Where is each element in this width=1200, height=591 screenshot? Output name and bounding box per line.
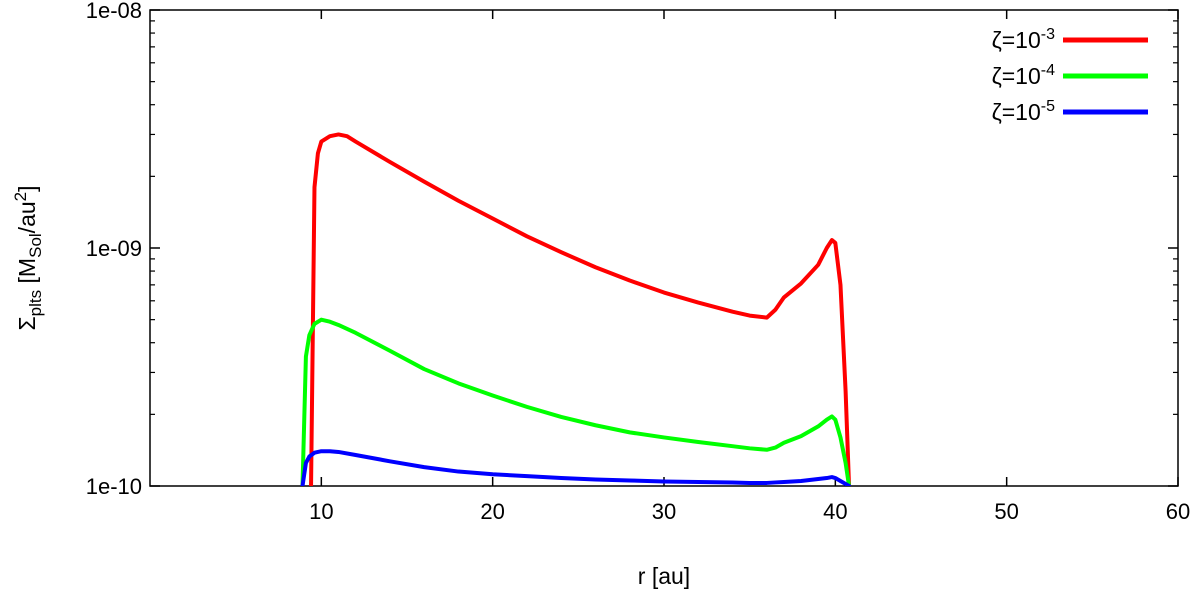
y-tick-label: 1e-08 xyxy=(86,0,142,23)
x-tick-label: 30 xyxy=(652,499,676,524)
y-label-base: Σ xyxy=(14,316,40,330)
x-tick-label: 10 xyxy=(309,499,333,524)
legend-label-1: ζ=10-3 xyxy=(992,26,1055,53)
legend-label-base: ζ=10 xyxy=(992,63,1041,89)
x-tick-label: 50 xyxy=(994,499,1018,524)
legend-label-3: ζ=10-5 xyxy=(992,98,1055,125)
y-tick-label: 1e-09 xyxy=(86,236,142,261)
x-tick-label: 20 xyxy=(480,499,504,524)
x-axis: 10 20 30 40 50 60 xyxy=(309,10,1190,524)
y-label-base-sub: plts xyxy=(26,290,45,316)
y-label-unit-sub: Sol xyxy=(26,233,45,258)
x-tick-label: 60 xyxy=(1166,499,1190,524)
x-axis-label: r [au] xyxy=(638,563,690,589)
y-label-close: ] xyxy=(14,185,40,191)
legend: ζ=10-3ζ=10-4ζ=10-5 xyxy=(992,26,1148,125)
legend-label-exponent: -4 xyxy=(1041,62,1055,79)
y-label-mid: /au xyxy=(14,201,40,233)
x-tick-label: 40 xyxy=(823,499,847,524)
legend-label-2: ζ=10-4 xyxy=(992,62,1055,89)
y-axis: 1e-10 1e-09 1e-08 xyxy=(86,0,1178,499)
series-line-1 xyxy=(309,132,852,486)
y-label-unit-sup: 2 xyxy=(11,192,30,201)
y-label-open: [M xyxy=(14,258,40,290)
legend-label-exponent: -3 xyxy=(1041,26,1055,43)
series-layer xyxy=(300,132,852,486)
series-line-3 xyxy=(300,449,852,486)
y-axis-label: Σplts [MSol/au2] xyxy=(11,185,45,330)
legend-label-base: ζ=10 xyxy=(992,99,1041,125)
series-line-2 xyxy=(300,317,852,486)
y-tick-label: 1e-10 xyxy=(86,474,142,499)
legend-label-exponent: -5 xyxy=(1041,98,1055,115)
legend-label-base: ζ=10 xyxy=(992,27,1041,53)
